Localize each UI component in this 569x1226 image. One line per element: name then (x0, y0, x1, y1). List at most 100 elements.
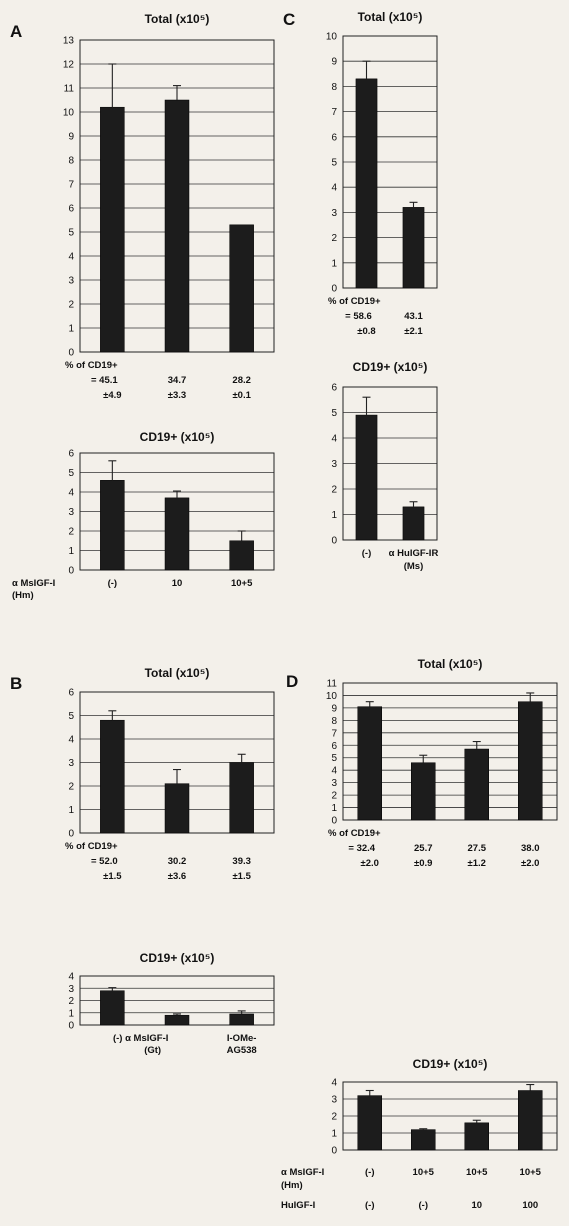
bar (229, 224, 254, 353)
bar (355, 414, 378, 541)
y-tick-label: 6 (68, 449, 74, 460)
y-tick-label: 2 (331, 233, 337, 244)
plot-area (342, 35, 438, 289)
y-tick-label: 8 (331, 82, 337, 93)
bar (464, 1122, 489, 1151)
y-tick-label: 3 (331, 1095, 337, 1106)
row-label: (Hm) (281, 1180, 303, 1191)
plot-area (342, 386, 438, 541)
category-label: AG538 (227, 1045, 257, 1056)
y-tick-label: 7 (331, 728, 337, 739)
y-tick-label: 8 (331, 716, 337, 727)
chart-title: Total (x10⁵) (418, 657, 483, 671)
bar (355, 78, 378, 289)
y-tick-label: 2 (68, 300, 74, 311)
bar (464, 748, 489, 821)
percent-value: 34.7 (168, 375, 187, 386)
y-tick-label: 2 (68, 782, 74, 793)
y-tick-label: 0 (68, 348, 74, 359)
bar (164, 783, 190, 834)
percent-error: ±4.9 (103, 390, 121, 401)
y-tick-label: 5 (331, 158, 337, 169)
percent-error: ±2.1 (404, 326, 423, 337)
category-label: (Gt) (144, 1045, 161, 1056)
bar (357, 706, 382, 821)
row-label: α MsIGF-I (281, 1167, 324, 1178)
y-tick-label: 0 (331, 1146, 337, 1157)
y-tick-label: 6 (331, 132, 337, 143)
y-tick-label: 9 (68, 132, 74, 143)
y-tick-label: 5 (331, 753, 337, 764)
y-tick-label: 3 (331, 208, 337, 219)
percent-value: 27.5 (468, 843, 487, 854)
percent-value: 28.2 (232, 375, 251, 386)
y-tick-label: 1 (68, 1008, 74, 1019)
y-tick-label: 7 (68, 180, 74, 191)
y-tick-label: 1 (331, 258, 337, 269)
chart-b-2: Total (x10⁵) 0 1 2 3 4 5 6 % of CD19+ = 52.0 ±1.5 3… (65, 666, 275, 882)
panel-letter-d: D (286, 672, 298, 691)
percent-error: ±2.0 (521, 858, 539, 869)
y-tick-label: 1 (68, 324, 74, 335)
percent-value: 39.3 (232, 856, 251, 867)
panel-letter-c: C (283, 10, 295, 29)
plot-area (342, 1081, 558, 1151)
y-tick-label: 8 (68, 156, 74, 167)
y-tick-label: 5 (68, 228, 74, 239)
chart-d-7: CD19+ (x10⁵) 0 1 2 3 4 α MsIGF-I (Hm) (-) 10+5 10+… (281, 1057, 558, 1211)
category-label: (-) (108, 578, 118, 589)
x-axis-label: (Hm) (12, 590, 34, 601)
y-tick-label: 10 (326, 691, 338, 702)
category-label: (-) (362, 548, 372, 559)
bar (402, 207, 425, 289)
y-tick-label: 4 (68, 488, 74, 499)
chart-c-5: CD19+ (x10⁵) 0 1 2 3 4 5 6 (-) α HuIGF-IR (Ms) (331, 360, 438, 572)
bar (100, 719, 125, 834)
percent-cd19-label: % of CD19+ (65, 360, 118, 371)
y-tick-label: 10 (63, 108, 75, 119)
y-tick-label: 0 (331, 816, 337, 827)
chart-title: CD19+ (x10⁵) (140, 951, 215, 965)
y-tick-label: 4 (331, 766, 337, 777)
bar (518, 701, 543, 821)
y-tick-label: 13 (63, 36, 75, 47)
plot-area (342, 682, 558, 821)
y-tick-label: 0 (68, 566, 74, 577)
category-label: α HuIGF-IR (389, 548, 439, 559)
row-value: (-) (419, 1200, 429, 1211)
percent-error: ±3.6 (168, 871, 186, 882)
chart-a-1: CD19+ (x10⁵) 0 1 2 3 4 5 6 α MsIGF-I(Hm) (-) 10 10+… (12, 430, 275, 601)
y-tick-label: 1 (331, 803, 337, 814)
row-value: 10+5 (413, 1167, 435, 1178)
percent-value: 38.0 (521, 843, 540, 854)
y-tick-label: 2 (331, 1112, 337, 1123)
y-tick-label: 4 (68, 972, 74, 983)
y-tick-label: 6 (68, 688, 74, 699)
y-tick-label: 0 (331, 284, 337, 295)
chart-title: CD19+ (x10⁵) (413, 1057, 488, 1071)
bar (100, 480, 125, 571)
y-tick-label: 0 (331, 536, 337, 547)
percent-error: ±2.0 (361, 858, 379, 869)
category-label: (Ms) (404, 561, 424, 572)
bar (402, 506, 425, 541)
y-tick-label: 6 (68, 204, 74, 215)
percent-error: ±0.9 (414, 858, 432, 869)
bar (164, 1014, 190, 1026)
y-tick-label: 3 (68, 276, 74, 287)
y-tick-label: 1 (331, 510, 337, 521)
percent-cd19-label: % of CD19+ (65, 841, 118, 852)
chart-title: CD19+ (x10⁵) (353, 360, 428, 374)
category-label: 10+5 (231, 578, 253, 589)
chart-c-4: Total (x10⁵) 0 1 2 3 4 5 6 7 8 9 10 % of CD19+ = 58.6… (326, 10, 438, 337)
chart-title: Total (x10⁵) (145, 12, 210, 26)
y-tick-label: 6 (331, 383, 337, 394)
y-tick-label: 0 (68, 829, 74, 840)
bar (164, 497, 190, 571)
row-value: 10+5 (520, 1167, 542, 1178)
y-tick-label: 3 (331, 778, 337, 789)
y-tick-label: 9 (331, 57, 337, 68)
y-tick-label: 4 (331, 434, 337, 445)
category-label: (-) α MsIGF-I (113, 1033, 168, 1044)
